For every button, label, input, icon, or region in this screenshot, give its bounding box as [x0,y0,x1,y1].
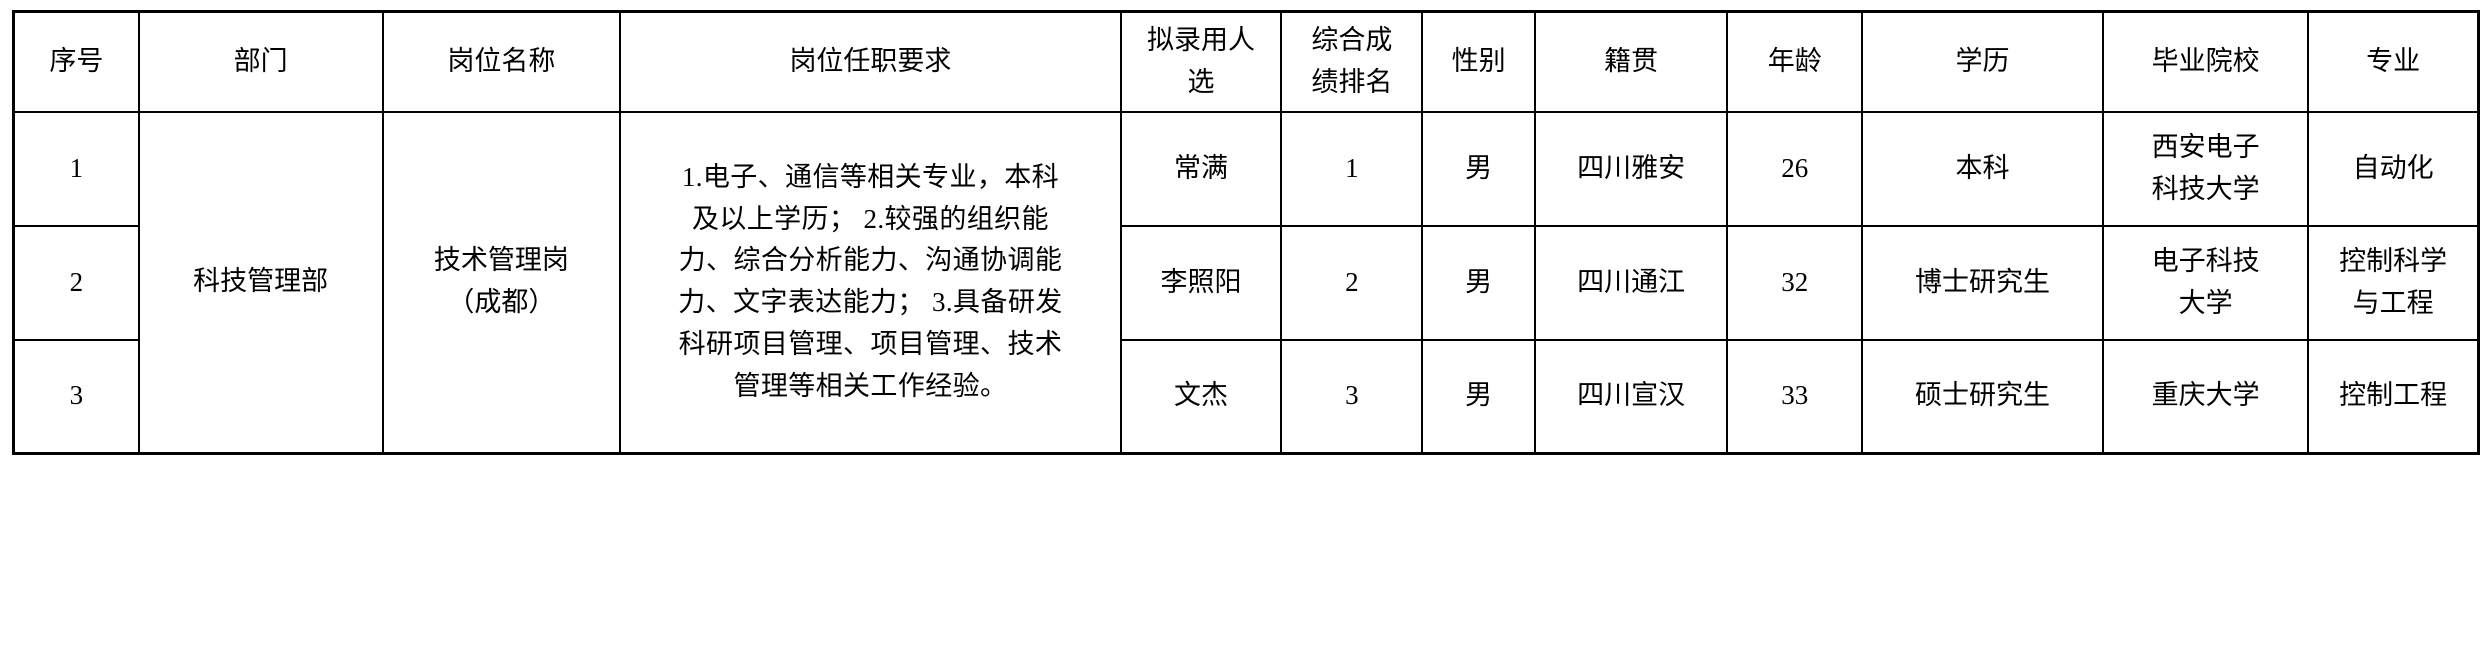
cell-major: 控制科学 与工程 [2307,224,2480,341]
requirement-line: 及以上学历； 2.较强的组织能 [691,203,1049,234]
cell-rank: 3 [1280,338,1424,455]
cell-age: 33 [1726,338,1864,455]
header-school: 毕业院校 [2101,10,2310,113]
recruitment-table: 序号 部门 岗位名称 岗位任职要求 拟录用人 选 综合成 绩排名 性别 籍贯 年… [12,10,2480,455]
cell-requirements: 1.电子、通信等相关专业，本科 及以上学历； 2.较强的组织能 力、综合分析能力… [619,110,1122,455]
header-age: 年龄 [1726,10,1864,113]
cell-rank: 2 [1280,224,1424,341]
cell-post-name-line2: （成都） [447,287,556,318]
cell-school: 电子科技 大学 [2101,224,2310,341]
header-rank: 综合成 绩排名 [1280,10,1424,113]
table-row: 2 李照阳 2 男 四川通江 32 博士研究生 电子科技 大学 控制科学 与工程 [12,224,2480,341]
cell-school: 重庆大学 [2101,338,2310,455]
cell-school-line1: 电子科技 [2151,245,2260,276]
cell-major-line2: 与工程 [2352,287,2434,318]
cell-seq: 3 [12,338,140,455]
cell-education: 本科 [1861,110,2104,227]
header-gender: 性别 [1421,10,1536,113]
header-origin: 籍贯 [1533,10,1729,113]
cell-school-line2: 科技大学 [2151,173,2260,204]
cell-candidate: 常满 [1119,110,1283,227]
cell-major: 控制工程 [2307,338,2480,455]
header-major: 专业 [2307,10,2480,113]
cell-age: 26 [1726,110,1864,227]
cell-rank: 1 [1280,110,1424,227]
cell-school-line1: 西安电子 [2151,131,2260,162]
requirement-line: 管理等相关工作经验。 [733,370,1008,401]
recruitment-table-page: 序号 部门 岗位名称 岗位任职要求 拟录用人 选 综合成 绩排名 性别 籍贯 年… [0,10,2492,661]
cell-origin: 四川雅安 [1533,110,1729,227]
cell-major: 自动化 [2307,110,2480,227]
requirement-line: 1.电子、通信等相关专业，本科 [681,161,1060,192]
header-candidate-line1: 拟录用人 [1147,24,1256,55]
cell-origin: 四川宣汉 [1533,338,1729,455]
requirement-line: 力、综合分析能力、沟通协调能 [678,245,1063,276]
cell-major-line1: 控制科学 [2339,245,2448,276]
cell-school-line2: 大学 [2178,287,2233,318]
cell-post-name: 技术管理岗 （成都） [381,110,622,455]
cell-gender: 男 [1421,224,1536,341]
cell-candidate: 李照阳 [1119,224,1283,341]
cell-school-line1: 重庆大学 [2151,380,2260,411]
cell-gender: 男 [1421,338,1536,455]
header-requirements: 岗位任职要求 [619,10,1122,113]
cell-education: 博士研究生 [1861,224,2104,341]
header-post-name: 岗位名称 [381,10,622,113]
cell-department: 科技管理部 [137,110,384,455]
requirement-line: 力、文字表达能力； 3.具备研发 [678,287,1063,318]
cell-candidate: 文杰 [1119,338,1283,455]
header-department: 部门 [137,10,384,113]
header-education: 学历 [1861,10,2104,113]
cell-origin: 四川通江 [1533,224,1729,341]
cell-seq: 1 [12,110,140,227]
cell-education: 硕士研究生 [1861,338,2104,455]
cell-major-line1: 控制工程 [2339,380,2448,411]
header-candidate-line2: 选 [1187,66,1215,97]
cell-seq: 2 [12,224,140,341]
header-rank-line2: 绩排名 [1311,66,1393,97]
cell-age: 32 [1726,224,1864,341]
requirement-line: 科研项目管理、项目管理、技术 [678,329,1063,360]
cell-school: 西安电子 科技大学 [2101,110,2310,227]
cell-gender: 男 [1421,110,1536,227]
table-header-row: 序号 部门 岗位名称 岗位任职要求 拟录用人 选 综合成 绩排名 性别 籍贯 年… [12,10,2480,113]
header-seq: 序号 [12,10,140,113]
cell-major-line1: 自动化 [2352,152,2434,183]
cell-post-name-line1: 技术管理岗 [433,245,569,276]
table-row: 1 科技管理部 技术管理岗 （成都） 1.电子、通信等相关专业，本科 及以上学历… [12,110,2480,455]
header-candidate: 拟录用人 选 [1119,10,1283,113]
table-row: 3 文杰 3 男 四川宣汉 33 硕士研究生 重庆大学 控制工程 [12,338,2480,455]
header-rank-line1: 综合成 [1311,24,1393,55]
